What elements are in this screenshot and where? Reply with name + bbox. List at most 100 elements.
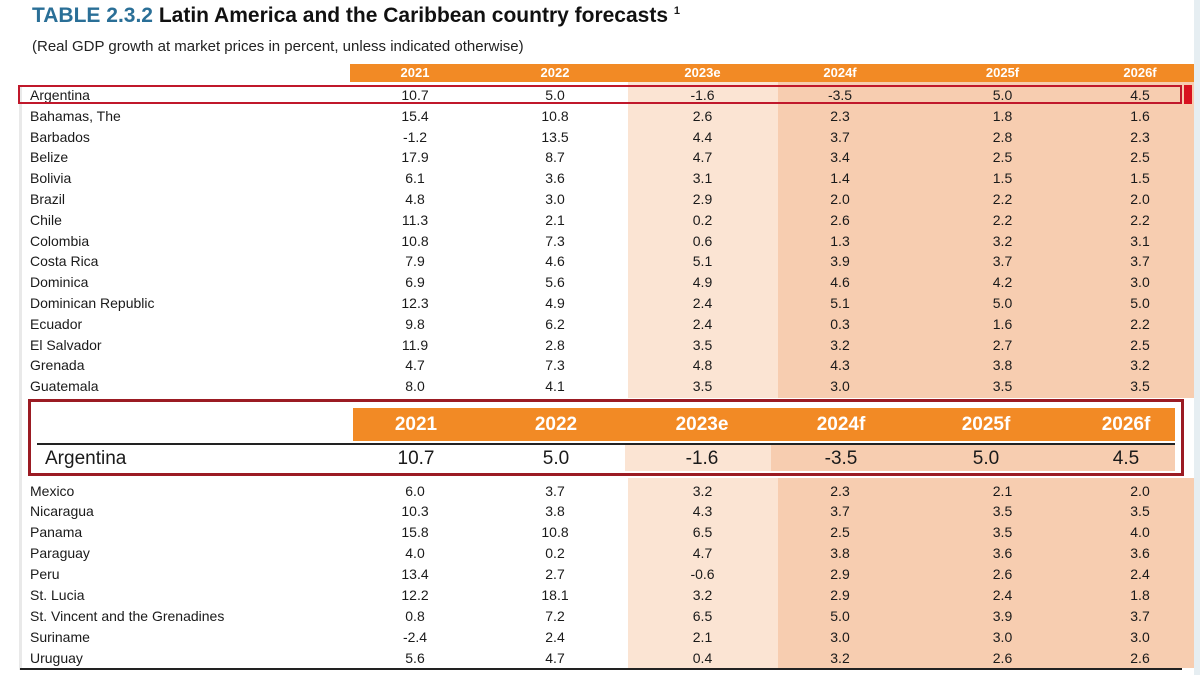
page-edge — [1194, 0, 1200, 675]
inset-shade-2023e — [625, 445, 771, 471]
value-cell: 2.5 — [992, 149, 1013, 166]
table-row: Peru 13.4 2.7 -0.6 2.9 2.6 2.4 — [0, 564, 1200, 585]
column-header: 2023e — [684, 65, 721, 80]
inset-value-cell: 4.5 — [1112, 448, 1140, 469]
value-cell: 3.1 — [1130, 232, 1150, 249]
table-row: Belize 17.9 8.7 4.7 3.4 2.5 2.5 — [0, 147, 1200, 168]
country-name: Suriname — [30, 628, 90, 645]
table-title-text: Latin America and the Caribbean country … — [158, 4, 669, 27]
title-footnote: 1 — [673, 5, 680, 17]
table-title: TABLE 2.3.2 Latin America and the Caribb… — [32, 4, 680, 28]
country-name: Bahamas, The — [30, 107, 121, 124]
value-cell: 17.9 — [401, 149, 429, 166]
value-cell: 2.1 — [692, 628, 713, 645]
value-cell: 1.8 — [992, 107, 1013, 124]
value-cell: 2.5 — [1130, 149, 1150, 166]
value-cell: 6.2 — [545, 315, 565, 332]
value-cell: 1.5 — [992, 170, 1013, 187]
inset-country: Argentina — [45, 448, 127, 469]
value-cell: 13.5 — [541, 128, 569, 145]
value-cell: 2.9 — [830, 587, 850, 603]
value-cell: 2.8 — [992, 128, 1013, 145]
value-cell: 4.6 — [830, 274, 850, 291]
country-name: Mexico — [30, 482, 75, 499]
value-cell: 4.1 — [545, 378, 565, 395]
value-cell: 2.7 — [545, 566, 565, 583]
value-cell: 2.9 — [830, 566, 850, 583]
value-cell: 2.4 — [692, 295, 713, 311]
value-cell: 4.4 — [692, 128, 713, 145]
value-cell: 6.1 — [405, 170, 425, 187]
value-cell: 4.7 — [405, 357, 425, 374]
value-cell: 2.0 — [1130, 191, 1150, 207]
value-cell: 3.2 — [992, 232, 1013, 249]
inset-value-cell: -1.6 — [685, 448, 719, 469]
country-name: Dominica — [30, 274, 89, 291]
value-cell: -1.6 — [690, 87, 715, 103]
value-cell: 2.2 — [1130, 211, 1150, 228]
argentina-highlight-box — [18, 85, 1182, 104]
value-cell: 7.9 — [405, 253, 425, 270]
country-name: El Salvador — [30, 336, 102, 353]
country-name: Colombia — [30, 232, 90, 249]
value-cell: 2.3 — [1130, 128, 1150, 145]
value-cell: 3.7 — [545, 482, 565, 499]
value-cell: 10.8 — [541, 107, 569, 124]
country-name: Belize — [30, 149, 69, 166]
value-cell: 2.6 — [1130, 649, 1150, 666]
value-cell: 2.2 — [992, 191, 1013, 207]
value-cell: 10.8 — [541, 524, 569, 541]
value-cell: 0.3 — [830, 315, 850, 332]
value-cell: 3.5 — [692, 378, 713, 395]
value-cell: 3.5 — [992, 524, 1013, 541]
value-cell: 3.0 — [1130, 274, 1150, 291]
table-row: Suriname -2.4 2.4 2.1 3.0 3.0 3.0 — [0, 627, 1200, 648]
country-name: Chile — [30, 211, 62, 228]
left-rule — [19, 85, 22, 670]
value-cell: 1.5 — [1130, 170, 1150, 187]
value-cell: 5.0 — [1130, 295, 1150, 311]
country-name: Grenada — [30, 357, 85, 374]
value-cell: 4.8 — [692, 357, 713, 374]
shade-2023e-bottom — [628, 478, 778, 668]
table-bottom-rule — [20, 668, 1182, 670]
table-row: Chile 11.3 2.1 0.2 2.6 2.2 2.2 — [0, 210, 1200, 231]
value-cell: 2.7 — [992, 336, 1013, 353]
value-cell: 3.4 — [830, 149, 850, 166]
zoomed-inset: 2021 2022 2023e 2024f 2025f 2026f Argentina 1… — [28, 399, 1184, 476]
value-cell: 11.9 — [401, 336, 429, 353]
country-name: Bolivia — [30, 170, 72, 187]
table-number: TABLE 2.3.2 — [32, 4, 153, 27]
value-cell: 6.5 — [692, 607, 713, 624]
country-name: Barbados — [30, 128, 90, 145]
value-cell: 2.4 — [692, 315, 713, 332]
value-cell: 3.6 — [992, 545, 1013, 562]
value-cell: 3.6 — [545, 170, 565, 187]
value-cell: 3.2 — [692, 482, 713, 499]
value-cell: 5.6 — [405, 649, 425, 666]
value-cell: 2.1 — [992, 482, 1013, 499]
value-cell: 3.5 — [992, 378, 1013, 395]
country-name: Brazil — [30, 191, 66, 207]
value-cell: 12.3 — [401, 295, 429, 311]
value-cell: 3.5 — [992, 503, 1013, 520]
value-cell: 7.3 — [545, 357, 565, 374]
value-cell: 2.3 — [830, 482, 850, 499]
table-row: Grenada 4.7 7.3 4.8 4.3 3.8 3.2 — [0, 355, 1200, 376]
value-cell: 2.5 — [830, 524, 850, 541]
value-cell: 2.6 — [992, 566, 1013, 583]
value-cell: 4.9 — [545, 295, 565, 311]
country-name: Panama — [30, 524, 83, 541]
value-cell: 7.3 — [545, 232, 565, 249]
value-cell: 4.3 — [692, 503, 713, 520]
value-cell: 3.0 — [992, 628, 1013, 645]
value-cell: 8.7 — [545, 149, 565, 166]
column-header: 2021 — [400, 65, 430, 80]
value-cell: 4.6 — [545, 253, 565, 270]
value-cell: -1.2 — [402, 128, 428, 145]
value-cell: 4.3 — [830, 357, 850, 374]
value-cell: 8.0 — [405, 378, 425, 395]
value-cell: -2.4 — [402, 628, 428, 645]
value-cell: 2.5 — [1130, 336, 1150, 353]
value-cell: 2.8 — [545, 336, 565, 353]
